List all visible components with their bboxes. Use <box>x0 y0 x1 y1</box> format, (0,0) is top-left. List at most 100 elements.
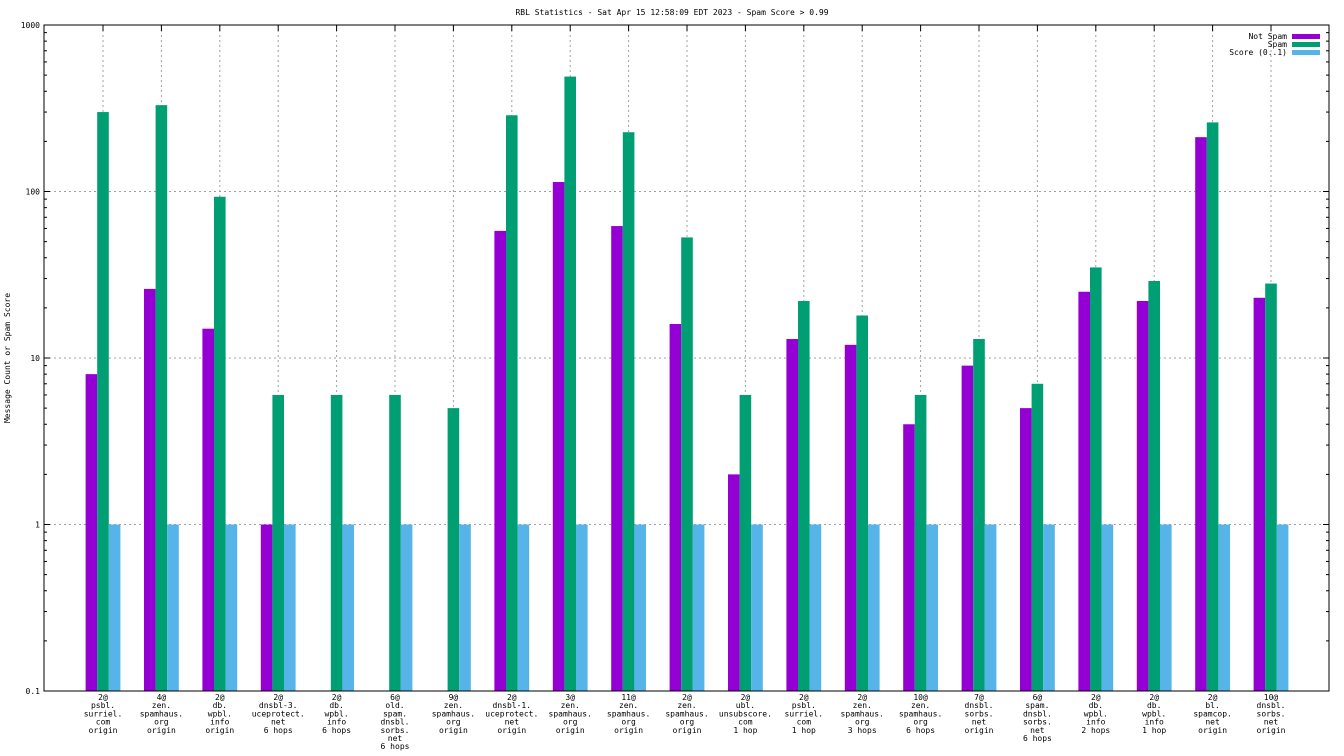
x-category-label: 6@ old. spam. dnsbl. sorbs. net 6 hops <box>381 693 410 751</box>
bar-not-spam <box>844 344 857 691</box>
x-category-label-line: 6@ <box>1033 693 1043 702</box>
x-category-label-line: origin <box>439 726 468 735</box>
bar-spam <box>389 394 401 691</box>
y-tick-label: 1000 <box>21 21 40 30</box>
x-category-label-line: 2@ <box>682 693 692 702</box>
x-category-label-line: 2@ <box>1149 693 1159 702</box>
bar-not-spam <box>1136 300 1149 691</box>
legend-swatch <box>1292 50 1320 55</box>
x-category-label-line: 1 hop <box>1142 726 1166 735</box>
x-category-label-line: 2@ <box>741 693 751 702</box>
bar-score <box>517 524 530 691</box>
x-category-label: 2@ zen. spamhaus. org origin <box>665 693 708 735</box>
x-category-label-line: org <box>855 718 870 727</box>
bar-spam <box>739 394 752 691</box>
x-category-label-line: 2@ <box>1208 693 1218 702</box>
x-category-label-line: net <box>972 718 987 727</box>
x-category-label-line: dnsbl. <box>381 718 410 727</box>
x-category-label-line: sorbs. <box>381 726 410 735</box>
bar-spam <box>1031 383 1044 691</box>
x-category-label-line: db. <box>213 701 227 710</box>
x-category-label-line: wpbl. <box>1084 709 1108 718</box>
x-category-label-line: spamhaus. <box>899 709 942 718</box>
x-category-label-line: net <box>388 734 403 743</box>
x-category-label-line: dnsbl-3. <box>259 701 298 710</box>
x-category-label-line: 6 hops <box>1023 734 1052 743</box>
x-category-label-line: surriel. <box>785 709 824 718</box>
y-tick-label: 100 <box>26 188 41 197</box>
bar-not-spam <box>1020 408 1032 691</box>
x-category-label-line: 2 hops <box>1081 726 1110 735</box>
bar-not-spam <box>786 339 798 691</box>
x-category-label-line: 4@ <box>157 693 167 702</box>
x-category-label-line: spamhaus. <box>841 709 884 718</box>
legend-swatch <box>1292 34 1320 39</box>
x-category-label: 2@ ubl. unsubscore. com 1 hop <box>719 693 772 735</box>
bar-score <box>1043 524 1055 691</box>
x-category-label-line: 6 hops <box>322 726 351 735</box>
x-category-label-line: origin <box>965 726 994 735</box>
x-category-label-line: spamcop. <box>1193 709 1232 718</box>
x-category-label-line: 2@ <box>215 693 225 702</box>
x-category-label-line: 3@ <box>565 693 575 702</box>
x-category-label-line: wpbl. <box>325 709 349 718</box>
x-category-label-line: uceprotect. <box>485 709 538 718</box>
bar-spam <box>973 339 985 691</box>
bar-score <box>576 524 588 691</box>
x-category-label-line: 10@ <box>913 693 928 702</box>
x-category-label-line: sorbs. <box>965 709 994 718</box>
x-category-label-line: org <box>621 718 636 727</box>
x-category-label-line: spamhaus. <box>665 709 708 718</box>
x-category-label: 4@ zen. spamhaus. org origin <box>140 693 183 735</box>
x-category-label-line: spamhaus. <box>607 709 650 718</box>
x-category-label-line: 7@ <box>974 693 984 702</box>
bar-not-spam <box>85 374 98 691</box>
x-category-label-line: 6 hops <box>906 726 935 735</box>
x-category-label-line: org <box>154 718 169 727</box>
bar-score <box>1218 524 1230 691</box>
bar-not-spam <box>611 226 623 692</box>
x-category-label: 2@ zen. spamhaus. org 3 hops <box>841 693 884 735</box>
x-category-label-line: info <box>327 718 346 727</box>
x-category-label-line: ubl. <box>736 701 755 710</box>
x-category-label-line: origin <box>673 726 702 735</box>
bar-score <box>167 524 179 691</box>
bar-spam <box>330 394 343 691</box>
x-category-label-line: origin <box>147 726 176 735</box>
legend-label: Not Spam <box>1248 32 1287 41</box>
x-category-label: 2@ db. wpbl. info 6 hops <box>322 693 351 735</box>
x-category-label: 2@ db. wpbl. info origin <box>205 693 234 735</box>
x-category-label-line: bl. <box>1205 701 1219 710</box>
bar-spam <box>1090 267 1102 691</box>
x-category-label-line: origin <box>497 726 526 735</box>
x-category-label: 9@ zen. spamhaus. org origin <box>432 693 475 735</box>
x-category-label: 2@ dnsbl-1. uceprotect. net origin <box>485 693 538 735</box>
x-category-label-line: db. <box>1147 701 1161 710</box>
x-category-label-line: 11@ <box>621 693 636 702</box>
bar-score <box>1276 524 1289 691</box>
bar-score <box>984 524 997 691</box>
x-category-label-line: origin <box>1198 726 1227 735</box>
x-category-label-line: wpbl. <box>1142 709 1166 718</box>
x-category-label-line: info <box>210 718 229 727</box>
bar-not-spam <box>260 524 273 691</box>
bar-spam <box>564 76 576 692</box>
bar-not-spam <box>1195 137 1207 691</box>
bar-score <box>926 524 938 691</box>
x-category-label-line: info <box>1086 718 1105 727</box>
bar-score <box>809 524 822 691</box>
x-category-label-line: origin <box>89 726 118 735</box>
bar-spam <box>681 237 693 691</box>
bar-spam <box>1148 281 1160 691</box>
x-category-label-line: 2@ <box>273 693 283 702</box>
x-category-label-line: zen. <box>853 701 872 710</box>
x-category-label-line: sorbs. <box>1257 709 1286 718</box>
bar-score <box>868 524 880 691</box>
x-category-label-line: info <box>1145 718 1164 727</box>
x-category-label: 7@ dnsbl. sorbs. net origin <box>965 693 994 735</box>
y-tick-label: 0.1 <box>26 687 41 696</box>
x-category-label-line: 1 hop <box>733 726 757 735</box>
x-category-label: 10@ zen. spamhaus. org 6 hops <box>899 693 942 735</box>
legend-label: Score (0..1) <box>1229 48 1287 57</box>
